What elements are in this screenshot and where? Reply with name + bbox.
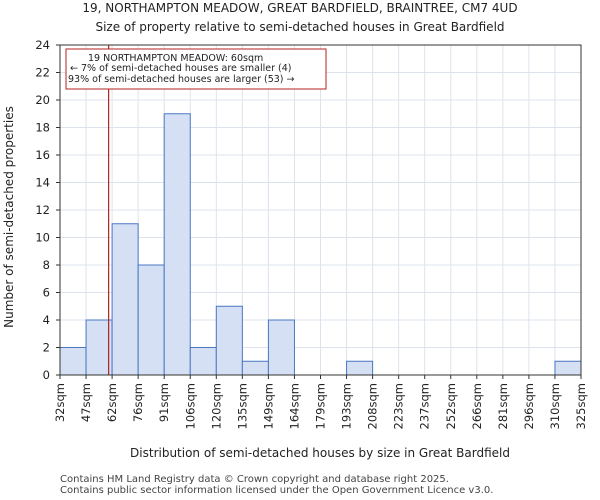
y-tick-label-3: 6	[43, 286, 50, 300]
footer-attribution-2: Contains public sector information licen…	[60, 485, 494, 496]
x-tick-label-17: 281sqm	[496, 383, 510, 429]
chart-title: 19, NORTHAMPTON MEADOW, GREAT BARDFIELD,…	[82, 1, 517, 15]
x-tick-label-19: 310sqm	[548, 383, 562, 429]
x-tick-label-8: 149sqm	[261, 383, 275, 429]
x-axis-label: Distribution of semi-detached houses by …	[130, 446, 510, 460]
y-tick-label-11: 22	[35, 66, 50, 80]
x-tick-label-6: 120sqm	[209, 383, 223, 429]
bar-106sqm	[189, 347, 217, 376]
annotation-line-1: 19 NORTHAMPTON MEADOW: 60sqm	[88, 53, 263, 64]
y-axis-label: Number of semi-detached properties	[2, 106, 16, 328]
bar-32sqm	[59, 347, 87, 376]
footer-attribution-1: Contains HM Land Registry data © Crown c…	[60, 474, 449, 485]
x-tick-label-15: 252sqm	[444, 383, 458, 429]
y-tick-label-4: 8	[43, 258, 50, 272]
y-tick-label-5: 10	[35, 231, 50, 245]
bar-135sqm	[241, 360, 269, 376]
y-tick-label-10: 20	[35, 93, 50, 107]
bar-149sqm	[267, 319, 295, 376]
y-tick-label-7: 14	[35, 176, 50, 190]
chart-subtitle: Size of property relative to semi-detach…	[95, 20, 504, 34]
x-tick-label-3: 76sqm	[131, 383, 145, 422]
x-tick-label-20: 325sqm	[574, 383, 588, 429]
y-tick-label-9: 18	[35, 121, 50, 135]
bar-193sqm	[346, 360, 374, 376]
x-tick-label-12: 208sqm	[366, 383, 380, 429]
x-tick-label-4: 91sqm	[157, 383, 171, 422]
x-tick-label-7: 135sqm	[235, 383, 249, 429]
x-tick-label-2: 62sqm	[105, 383, 119, 422]
y-tick-label-6: 12	[35, 203, 50, 217]
y-tick-label-2: 4	[43, 313, 50, 327]
x-tick-label-10: 179sqm	[314, 383, 328, 429]
bar-76sqm	[137, 264, 165, 376]
bar-47sqm	[85, 319, 113, 376]
bar-120sqm	[215, 305, 243, 376]
y-tick-label-0: 0	[43, 368, 50, 382]
y-tick-label-12: 24	[35, 38, 50, 52]
x-tick-label-5: 106sqm	[183, 383, 197, 429]
bar-62sqm	[111, 223, 139, 376]
x-tick-label-0: 32sqm	[53, 383, 67, 422]
bar-91sqm	[163, 113, 191, 376]
bars	[59, 113, 582, 376]
annotation-line-3: 93% of semi-detached houses are larger (…	[68, 74, 295, 85]
bar-310sqm	[554, 360, 582, 376]
x-tick-label-13: 223sqm	[392, 383, 406, 429]
annotation-line-2: ← 7% of semi-detached houses are smaller…	[70, 63, 291, 74]
x-tick-label-9: 164sqm	[287, 383, 301, 429]
y-tick-label-1: 2	[43, 341, 50, 355]
x-tick-label-18: 296sqm	[522, 383, 536, 429]
annotation-box: 19 NORTHAMPTON MEADOW: 60sqm ← 7% of sem…	[65, 48, 327, 90]
x-tick-label-1: 47sqm	[79, 383, 93, 422]
x-tick-label-11: 193sqm	[340, 383, 354, 429]
y-tick-label-8: 16	[35, 148, 50, 162]
x-tick-label-14: 237sqm	[418, 383, 432, 429]
annotation-frame	[65, 48, 327, 90]
x-axis-ticks: 32sqm 47sqm 62sqm 76sqm 91sqm 106sqm 120sqm 135…	[53, 375, 588, 429]
x-tick-label-16: 266sqm	[470, 383, 484, 429]
